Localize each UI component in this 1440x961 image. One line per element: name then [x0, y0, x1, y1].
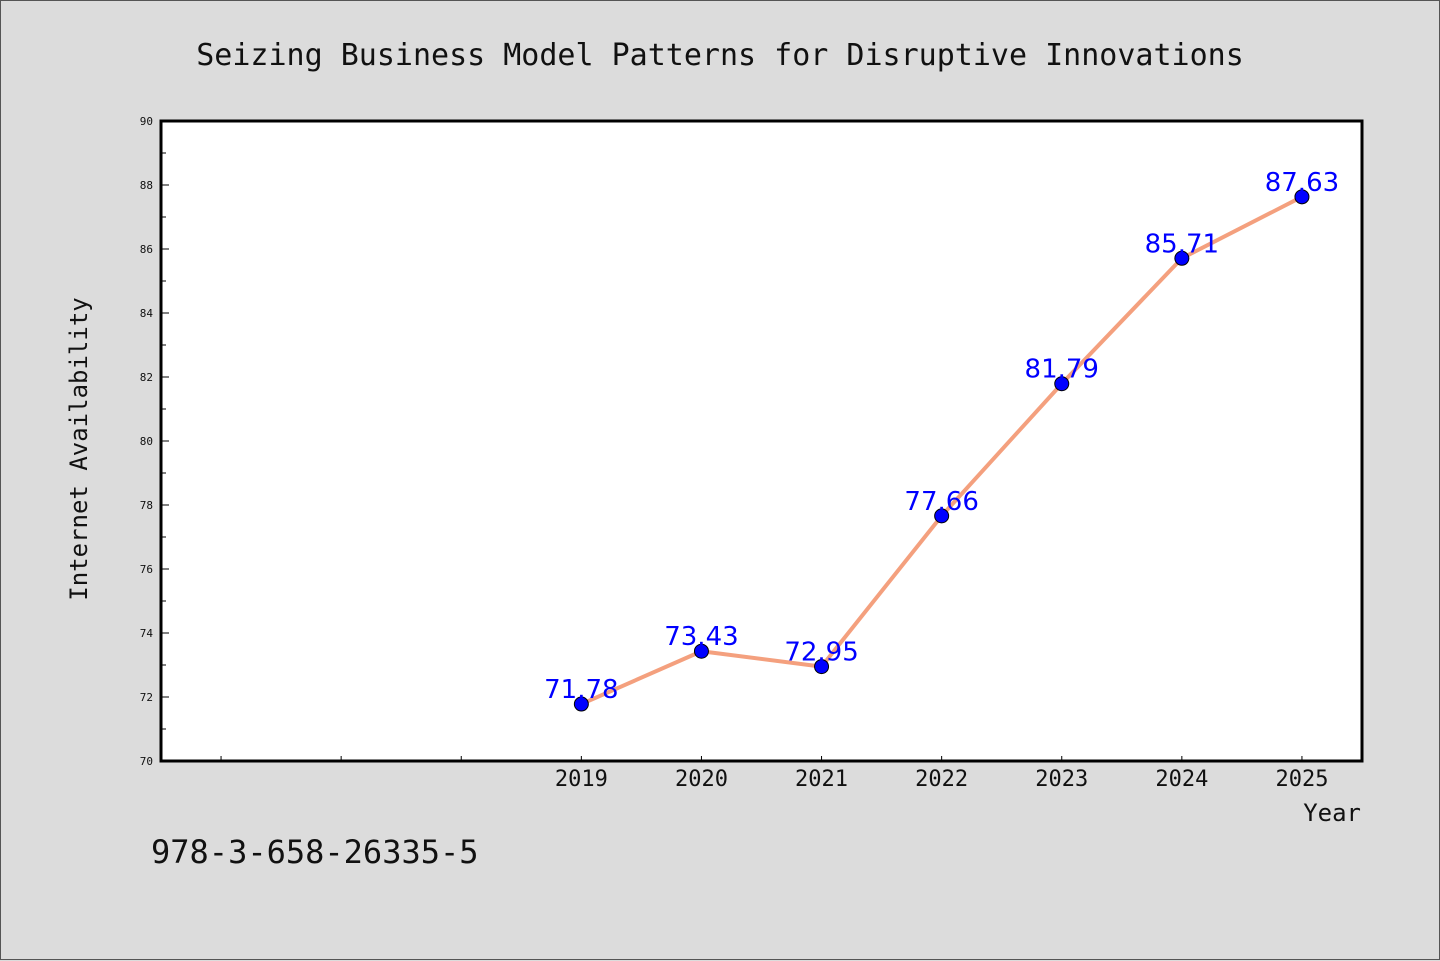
- x-axis: 2019 2020 2021 2022 2023 2024 2025: [220, 756, 1328, 792]
- data-point: [573, 696, 589, 712]
- x-tick-label: 2019: [555, 767, 608, 792]
- series-layer: [573, 189, 1310, 712]
- y-tick-label: 86: [140, 243, 153, 256]
- y-tick-label: 82: [140, 371, 153, 384]
- x-axis-label: Year: [1303, 799, 1361, 827]
- plot-area: [159, 119, 1364, 763]
- y-tick-label: 74: [140, 627, 154, 640]
- y-tick-label: 76: [140, 563, 153, 576]
- y-tick-label: 70: [140, 755, 153, 768]
- data-label: 73.43: [664, 622, 738, 652]
- data-label: 81.79: [1025, 355, 1099, 385]
- data-point: [1054, 376, 1070, 392]
- x-tick-label: 2025: [1275, 767, 1328, 792]
- x-tick-label: 2023: [1035, 767, 1088, 792]
- data-label: 87.63: [1265, 168, 1339, 198]
- x-tick-label: 2021: [795, 767, 848, 792]
- data-label: 72.95: [784, 638, 858, 668]
- data-point: [1294, 189, 1310, 205]
- y-axis: 70 72 74 76 78 80 82 84 86 88 90: [140, 115, 169, 768]
- x-tick-label: 2022: [915, 767, 968, 792]
- data-point: [934, 508, 950, 524]
- data-label: 77.66: [904, 487, 978, 517]
- y-axis-label: Internet Availability: [65, 297, 93, 600]
- isbn-text: 978-3-658-26335-5: [151, 833, 479, 871]
- data-label: 85.71: [1145, 229, 1219, 259]
- y-tick-label: 78: [140, 499, 153, 512]
- x-tick-label: 2020: [675, 767, 728, 792]
- data-point: [814, 659, 830, 675]
- chart-title: Seizing Business Model Patterns for Disr…: [196, 38, 1244, 73]
- y-tick-label: 80: [140, 435, 153, 448]
- y-tick-label: 72: [140, 691, 153, 704]
- data-label: 71.78: [544, 675, 618, 705]
- y-tick-label: 84: [140, 307, 154, 320]
- data-point: [1174, 250, 1190, 266]
- data-point: [693, 643, 709, 659]
- data-labels: 71.78 73.43 72.95 77.66 81.79 85.71 87.63: [544, 168, 1339, 705]
- y-tick-label: 90: [140, 115, 153, 128]
- y-tick-label: 88: [140, 179, 153, 192]
- x-tick-label: 2024: [1155, 767, 1208, 792]
